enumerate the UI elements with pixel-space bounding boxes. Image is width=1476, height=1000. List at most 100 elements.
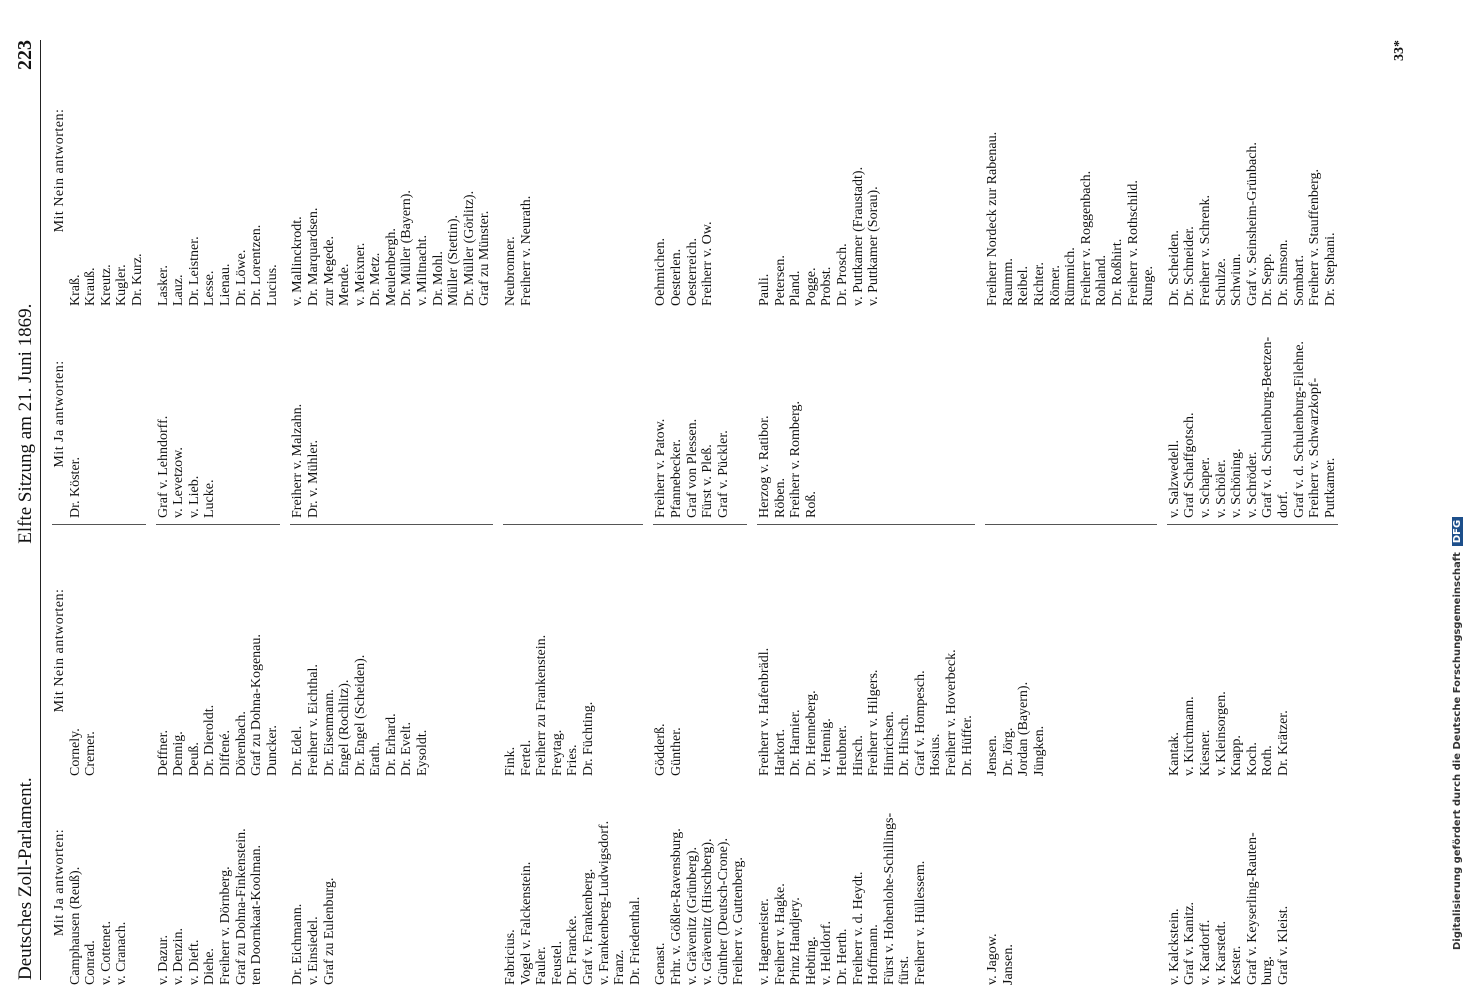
vote-column: Neubronner. Freiherr v. Neurath. <box>503 35 643 310</box>
member-name: Dr. Krätzer. <box>1275 710 1291 776</box>
member-name: Dr. Erhard. <box>383 713 399 776</box>
vote-column: Dr. Scheiden. Dr. Schneider. Freiherr v. S… <box>1167 35 1339 310</box>
member-name: Dr. Simson. <box>1275 239 1291 306</box>
member-name: Vogel v. Falckenstein. <box>518 861 534 985</box>
funding-text: Digitalisierung gefördert durch die Deut… <box>1452 552 1463 950</box>
member-name: Graf v. Lehndorff. <box>155 415 171 518</box>
member-name: Graf zu Dohna-Finkenstein. <box>233 828 249 985</box>
vote-column: Deffner. Dennig. Deuß. Dr. Dieroldt. Diffené… <box>156 525 281 780</box>
member-name: Rümmich. <box>1063 247 1079 306</box>
member-name: Graf v. Seinsheim-Grünbach. <box>1244 142 1260 306</box>
member-name: Fink. <box>503 746 519 776</box>
vote-column: Dr. Eichmann. v. Einsiedel. Graf zu Eulenb… <box>290 780 493 985</box>
member-name: Hoffmann. <box>866 924 882 985</box>
member-name: v. Mallinckrodt. <box>290 216 306 306</box>
member-name: Oehmichen. <box>653 237 669 306</box>
member-name: Freiherr v. Romberg. <box>788 400 804 518</box>
member-name: Neubronner. <box>503 236 519 306</box>
member-name: Richter. <box>1032 262 1048 306</box>
member-name: Fries. <box>565 744 581 777</box>
member-name: v. Puttkamer (Sorau). <box>866 186 882 306</box>
member-name: Fürst v. Pleß. <box>700 444 716 518</box>
member-name: Raumm. <box>1000 258 1016 306</box>
member-name: v. Kirchmann. <box>1182 696 1198 776</box>
member-name: Mende. <box>337 263 353 306</box>
member-name: Franz. <box>612 949 628 985</box>
vote-column <box>985 310 1157 525</box>
member-name: Cremer. <box>83 731 99 776</box>
member-name: Prinz Handjery. <box>788 897 804 985</box>
page-number: 223 <box>14 40 36 71</box>
member-name: Kester. <box>1229 945 1245 985</box>
member-name: Dr. Leistner. <box>186 236 202 306</box>
member-name: Dr. Köster. <box>67 456 83 518</box>
member-name: v. Schöning. <box>1229 448 1245 518</box>
page-header: Deutsches Zoll-Parlament. Elfte Sitzung … <box>14 40 41 980</box>
member-name: Dr. Dieroldt. <box>202 704 218 776</box>
member-name: Günther. <box>668 727 684 776</box>
member-name: Frhr. v. Gößler-Ravensburg. <box>668 828 684 985</box>
member-name: Graf v. d. Schulenburg-Filehne. <box>1291 341 1307 518</box>
member-name: Heubner. <box>834 725 850 776</box>
member-name: Graf v. Keyserling-Rauten- <box>1244 832 1260 985</box>
member-name: v. Lieb. <box>186 475 202 518</box>
member-name: v. Levetzow. <box>171 447 187 518</box>
vote-section: v. Kalckstein. Graf v. Kanitz. v. Kardorff… <box>1166 35 1339 985</box>
member-name: Freiherr v. Eichthal. <box>305 664 321 776</box>
member-name: Müller (Stettin). <box>446 215 462 306</box>
member-name: Freiherr Nordeck zur Rabenau. <box>985 131 1001 306</box>
member-name: Dr. Hüffer. <box>959 715 975 776</box>
member-name: Pfannebecker. <box>668 439 684 518</box>
member-name: v. Hennig. <box>819 718 835 776</box>
vote-column: Mit Nein antworten: Kraß. Krauß. Kreutz. Kug… <box>52 35 146 310</box>
member-name: Graf v. d. Schulenburg-Beetzen- <box>1260 336 1276 518</box>
member-name: v. Schöler. <box>1213 459 1229 518</box>
member-name: v. Einsiedel. <box>305 916 321 985</box>
member-name: Meulenbergh. <box>383 228 399 306</box>
member-name: Freiherr v. Patow. <box>653 418 669 518</box>
member-name: Koch. <box>1244 742 1260 776</box>
member-name: Harkort. <box>772 728 788 776</box>
member-name: Freiherr v. Malzahn. <box>290 403 306 518</box>
vote-column: Freiherr v. Malzahn. Dr. v. Mühler. <box>290 310 494 525</box>
member-name: v. Cranach. <box>114 921 130 985</box>
member-name: Fabricius. <box>503 929 519 985</box>
member-name: v. Miltnacht. <box>415 234 431 306</box>
member-name: Graf v. Kanitz. <box>1182 901 1198 985</box>
member-name: Freiherr v. d. Heydt. <box>850 871 866 985</box>
member-name: Dr. Friedenthal. <box>627 896 643 985</box>
member-name: Pogge. <box>803 267 819 307</box>
vote-column: Mit Nein antworten: Cornely. Cremer. <box>52 525 146 780</box>
column-heading: Mit Nein antworten: <box>52 108 67 233</box>
vote-column: Mit Ja antworten: Camphausen (Reuß). Conra… <box>52 780 146 985</box>
member-name: Dr. Hirsch. <box>897 714 913 776</box>
member-name: Diffené. <box>217 730 233 776</box>
member-name: Freiherr v. Hoverbeck. <box>944 649 960 776</box>
member-name: v. Kardorff. <box>1197 919 1213 985</box>
member-name: Knapp. <box>1229 735 1245 776</box>
member-name: Freiherr v. Roggenbach. <box>1078 170 1094 306</box>
member-name: Graf zu Eulenburg. <box>321 877 337 985</box>
member-name: Kraß. <box>67 274 83 307</box>
session-title: Elfte Sitzung am 21. Juni 1869. <box>15 303 36 544</box>
member-name: Dörenbach. <box>233 711 249 776</box>
member-name: Kugler. <box>114 264 130 306</box>
vote-column: v. Mallinckrodt. Dr. Marquardsen. zur Mege… <box>290 35 493 310</box>
member-name: Graf v. Frankenberg. <box>581 868 596 985</box>
member-name: Dr. Stephani. <box>1322 232 1338 307</box>
vote-section: v. Jagow. Jansen. Jensen. Dr. Jörg. Jordan (… <box>985 35 1157 985</box>
member-name: Günther (Deutsch-Crone). <box>715 838 731 985</box>
member-name: Freiherr v. Hüllessem. <box>912 860 928 985</box>
member-name: Oesterreich. <box>684 237 700 306</box>
vote-column: Kantak. v. Kirchmann. Kiesner. v. Kleinsorg… <box>1167 525 1339 780</box>
member-name: Pauli. <box>756 273 772 306</box>
member-name: Dr. Schneider. <box>1182 226 1198 306</box>
member-name: Dr. Müller (Bayern). <box>399 190 415 306</box>
member-name: v. Puttkamer (Fraustadt). <box>850 166 866 306</box>
member-name: Graf v. Kleist. <box>1275 905 1291 985</box>
member-name: Freiherr zu Frankenstein. <box>534 634 550 776</box>
member-name: Graf von Plessen. <box>684 418 700 518</box>
member-name: Hinrichsen. <box>881 711 897 776</box>
member-name: Röben. <box>772 477 788 518</box>
